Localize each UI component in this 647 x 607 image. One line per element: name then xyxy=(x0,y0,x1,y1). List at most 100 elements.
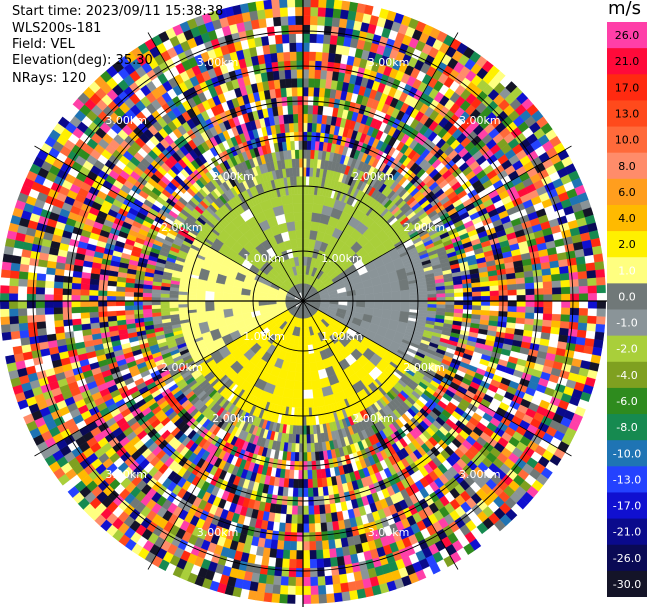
velocity-cell xyxy=(281,558,290,569)
velocity-cell xyxy=(543,287,553,295)
velocity-cell xyxy=(62,275,73,283)
velocity-cell xyxy=(302,113,309,123)
velocity-cell xyxy=(80,295,90,302)
velocity-cell xyxy=(142,304,152,310)
velocity-cell xyxy=(311,469,318,480)
velocity-cell xyxy=(291,505,298,515)
velocity-cell xyxy=(106,295,117,302)
velocity-cell xyxy=(36,265,47,275)
velocity-cell xyxy=(302,362,311,373)
velocity-cell xyxy=(288,113,294,124)
velocity-cell xyxy=(267,557,277,568)
velocity-cell xyxy=(160,304,170,309)
velocity-cell xyxy=(471,309,482,316)
velocity-cell xyxy=(560,314,571,323)
velocity-cell xyxy=(293,469,299,480)
velocity-cell xyxy=(45,326,56,335)
velocity-cell xyxy=(444,288,455,294)
velocity-cell xyxy=(89,289,99,296)
velocity-cell xyxy=(436,293,446,298)
velocity-cell xyxy=(97,300,108,307)
velocity-cell xyxy=(290,149,296,160)
velocity-cell xyxy=(124,296,134,302)
velocity-cell xyxy=(71,306,81,314)
velocity-cell xyxy=(533,281,544,290)
velocity-cell xyxy=(297,113,304,123)
velocity-cell xyxy=(297,247,304,257)
velocity-cell xyxy=(489,310,499,317)
velocity-cell xyxy=(53,287,63,295)
velocity-cell xyxy=(306,425,311,435)
velocity-cell xyxy=(322,549,331,559)
velocity-cell xyxy=(296,354,304,364)
velocity-cell xyxy=(296,523,304,533)
velocity-cell xyxy=(292,389,304,400)
velocity-cell xyxy=(115,291,126,297)
velocity-cell xyxy=(302,24,311,34)
velocity-cell xyxy=(283,540,291,551)
velocity-cell xyxy=(53,313,64,321)
velocity-cell xyxy=(418,291,428,296)
velocity-cell xyxy=(382,300,393,311)
velocity-cell xyxy=(115,310,126,316)
velocity-cell xyxy=(302,479,309,489)
velocity-cell xyxy=(302,60,310,70)
velocity-cell xyxy=(80,283,90,290)
velocity-cells xyxy=(0,0,606,604)
velocity-cell xyxy=(213,291,224,302)
velocity-cell xyxy=(549,260,560,269)
velocity-cell xyxy=(36,327,47,337)
velocity-cell xyxy=(289,51,297,61)
velocity-cell xyxy=(481,300,491,307)
velocity-cell xyxy=(97,295,108,302)
velocity-cell xyxy=(296,550,304,560)
velocity-cell xyxy=(276,52,285,62)
velocity-cell xyxy=(305,176,310,186)
velocity-cell xyxy=(290,523,298,533)
velocity-cell xyxy=(559,265,570,275)
velocity-cell xyxy=(515,277,526,285)
velocity-cell xyxy=(302,69,310,79)
velocity-cell xyxy=(269,43,278,54)
velocity-cell xyxy=(297,86,304,97)
velocity-cell xyxy=(35,307,46,316)
velocity-cell xyxy=(308,69,316,79)
velocity-cell xyxy=(178,306,188,311)
velocity-cell xyxy=(302,122,308,132)
velocity-cell xyxy=(88,295,99,302)
velocity-cell xyxy=(481,295,491,302)
velocity-cell xyxy=(35,293,45,302)
velocity-cell xyxy=(329,557,339,568)
velocity-cell xyxy=(533,319,544,327)
velocity-cell xyxy=(283,60,292,71)
velocity-cell xyxy=(295,362,304,373)
velocity-cell xyxy=(398,278,410,291)
velocity-cell xyxy=(391,290,402,302)
velocity-cell xyxy=(290,69,298,79)
velocity-cell xyxy=(142,296,152,302)
velocity-cell xyxy=(89,284,99,291)
velocity-cell xyxy=(54,319,64,328)
velocity-cell xyxy=(480,281,490,288)
velocity-cell xyxy=(71,282,82,290)
velocity-cell xyxy=(115,286,126,292)
velocity-cell xyxy=(88,300,99,307)
velocity-cell xyxy=(271,61,279,72)
velocity-cell xyxy=(312,105,319,115)
velocity-cell xyxy=(427,293,437,298)
velocity-cell xyxy=(294,443,300,453)
velocity-cell xyxy=(390,280,401,292)
velocity-cell xyxy=(488,280,499,287)
velocity-cell xyxy=(489,300,500,307)
velocity-cell xyxy=(560,307,571,316)
velocity-cell xyxy=(178,294,188,299)
velocity-cell xyxy=(436,289,446,295)
velocity-cell xyxy=(45,273,55,282)
velocity-cell xyxy=(296,541,304,551)
velocity-cell xyxy=(454,304,464,310)
velocity-cell xyxy=(306,149,312,159)
velocity-cell xyxy=(525,306,535,314)
velocity-cell xyxy=(445,292,455,298)
velocity-cell xyxy=(524,276,535,284)
velocity-cell xyxy=(288,33,297,44)
